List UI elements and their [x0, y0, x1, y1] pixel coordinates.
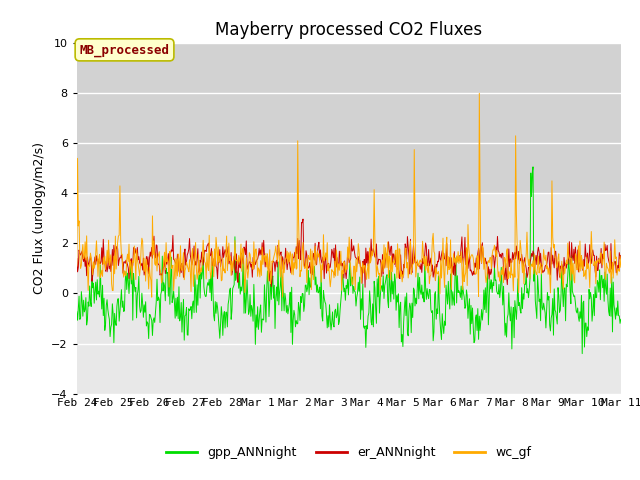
Bar	[77, 43, 621, 193]
Title: Mayberry processed CO2 Fluxes: Mayberry processed CO2 Fluxes	[215, 21, 483, 39]
Legend: gpp_ANNnight, er_ANNnight, wc_gf: gpp_ANNnight, er_ANNnight, wc_gf	[161, 442, 536, 465]
Y-axis label: CO2 Flux (urology/m2/s): CO2 Flux (urology/m2/s)	[33, 143, 45, 294]
Text: MB_processed: MB_processed	[79, 43, 170, 57]
